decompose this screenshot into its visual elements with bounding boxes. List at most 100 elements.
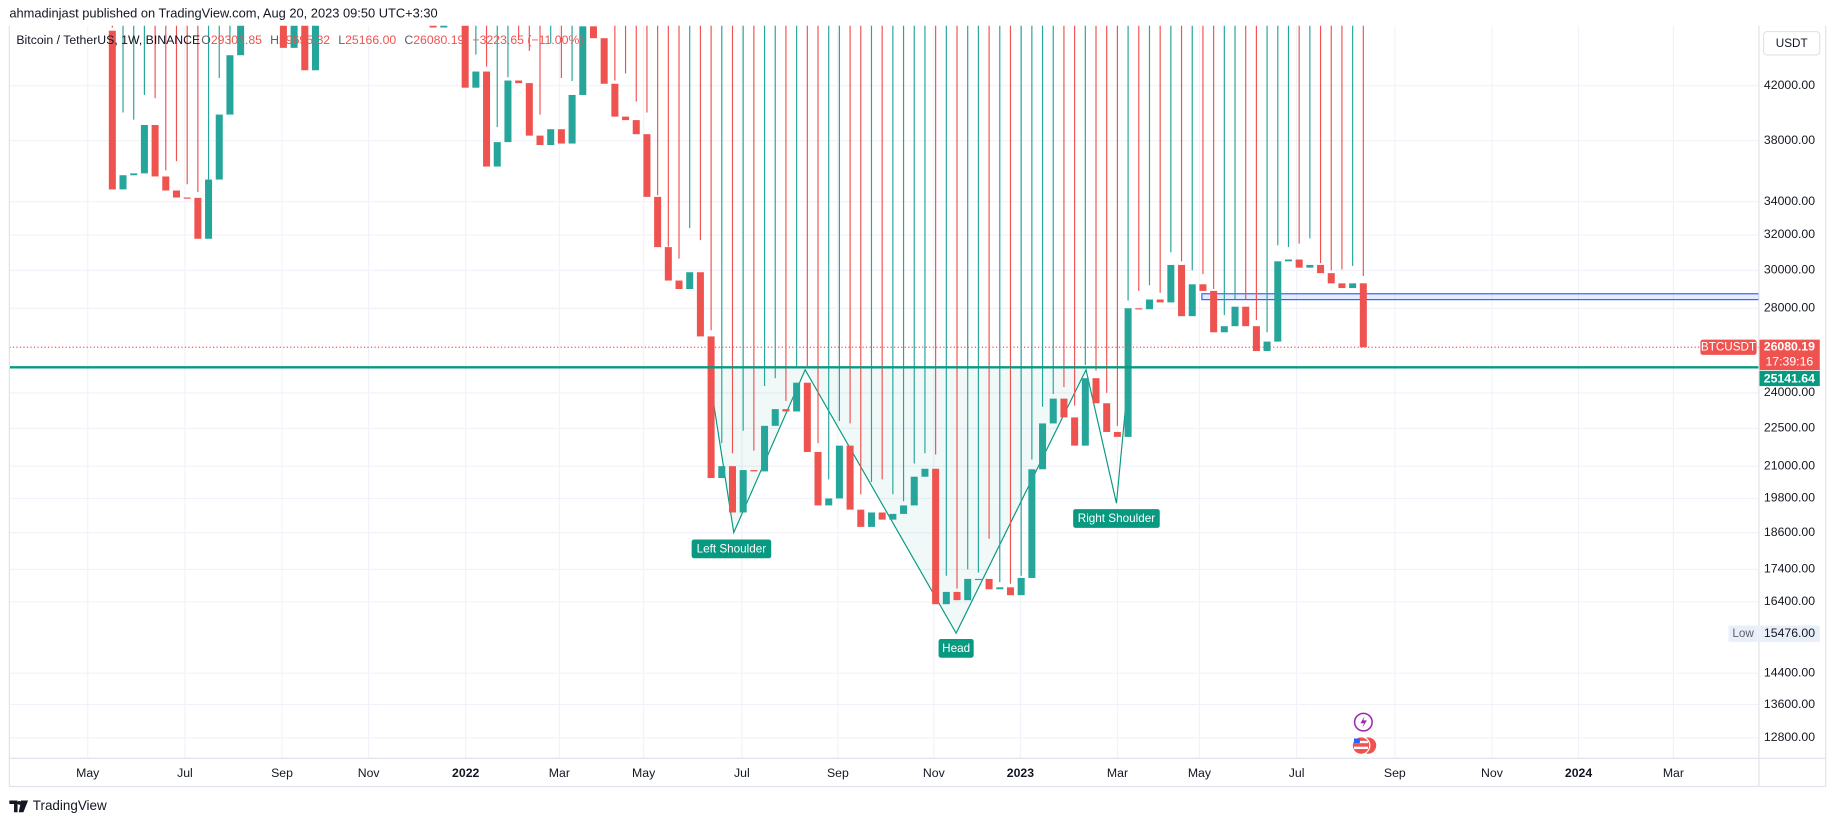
pattern-fill (708, 367, 1087, 634)
currency-button[interactable] (1763, 31, 1821, 56)
candle-body (557, 129, 565, 144)
candle-body (440, 25, 448, 28)
candle-body (910, 476, 918, 506)
candle-body (1006, 587, 1014, 596)
candle-body (1359, 283, 1367, 348)
overlay: 42000.00 38000.00 34000.00 32000.00 30000.00… (9, 78, 1820, 780)
candle-body (568, 94, 576, 144)
candle-body (237, 25, 245, 56)
legend-value: 26080.19 (413, 33, 464, 47)
candle-body (1092, 378, 1100, 404)
candles (108, 25, 1367, 605)
candle-body (1210, 290, 1218, 333)
y-tick-label: 22500.00 (1764, 421, 1815, 435)
candle-body (547, 129, 555, 146)
last-price-label: 26080.19 (1764, 339, 1815, 353)
symbol-label: BTCUSDT (1701, 340, 1756, 353)
y-tick-label: 42000.00 (1764, 78, 1815, 92)
candle-body (782, 409, 790, 412)
candle-body (814, 451, 822, 506)
candle-body (1103, 403, 1111, 432)
candle-body (1135, 308, 1143, 310)
y-tick-label: 30000.00 (1764, 263, 1815, 277)
candle-body (654, 196, 662, 248)
candle-body (1349, 283, 1357, 289)
candle-body (921, 468, 929, 477)
x-tick-label: Nov (358, 766, 381, 780)
candle-body (483, 71, 491, 167)
candle-body (664, 247, 672, 281)
candle-body (472, 71, 480, 88)
symbol-box (1700, 339, 1757, 355)
legend-value: 29301.85 (211, 33, 262, 47)
candle-body (1252, 326, 1260, 352)
x-tick-label: Mar (1663, 766, 1684, 780)
low-value-box (1760, 625, 1820, 642)
candle-body (750, 470, 758, 472)
candle-body (600, 38, 608, 84)
candle-body (622, 116, 630, 121)
candle-body (996, 587, 1004, 590)
candle-body (1220, 326, 1228, 333)
candle-body (151, 124, 159, 177)
y-tick-label: 19800.00 (1764, 491, 1815, 505)
candle-body (108, 30, 116, 190)
candle-body (793, 382, 801, 412)
candle-body (429, 25, 437, 28)
logo-mark (9, 800, 29, 813)
publisher: ahmadinjast published on TradingView.com… (9, 5, 437, 20)
blue-zone (1201, 293, 1760, 301)
flag-stripe (1354, 746, 1369, 750)
candle-body (953, 591, 961, 601)
candle-body (311, 25, 319, 71)
y-tick-label: 28000.00 (1764, 301, 1815, 315)
currency-label[interactable]: USDT (1776, 37, 1808, 50)
legend-value: 25166.00 (345, 33, 396, 47)
candle-body (493, 142, 501, 167)
candle-body (301, 25, 309, 71)
candle-body (205, 179, 213, 239)
legend-key: O (201, 33, 211, 47)
x-tick-label: May (632, 766, 656, 780)
candle-body (1284, 259, 1292, 262)
candle-body (675, 280, 683, 289)
candle-body (974, 578, 982, 581)
brand: TradingView (33, 798, 107, 813)
low-value: 15476.00 (1764, 626, 1815, 640)
legend-change: −3223.65 (−11.00%) (472, 33, 583, 47)
ohlc-legend: O29301.85 H29695.32 L25166.00 C26080.19 … (201, 33, 583, 47)
flag-stripe (1354, 740, 1369, 744)
candle-body (942, 591, 950, 605)
legend-value: 29695.32 (279, 33, 330, 47)
candle-body (825, 498, 833, 506)
x-tick-label: Mar (549, 766, 570, 780)
candle-body (1167, 264, 1175, 303)
countdown: 17:39:16 (1765, 355, 1813, 369)
last-price-box (1758, 339, 1820, 371)
y-tick-label: 21000.00 (1764, 458, 1815, 472)
candle-body (857, 509, 865, 527)
y-tick-label: 17400.00 (1764, 562, 1815, 576)
candle-body (611, 83, 619, 117)
candle-body (1338, 283, 1346, 289)
pattern-label: Head (942, 642, 970, 655)
candle-body (889, 513, 897, 520)
x-tick-label: Sep (827, 766, 849, 780)
x-tick-label: May (76, 766, 100, 780)
candle-body (1028, 469, 1036, 578)
candle-body (162, 176, 170, 191)
candle-body (1039, 423, 1047, 470)
low-name-box (1728, 625, 1758, 642)
candle-body (1242, 306, 1250, 327)
candle-body (1199, 284, 1207, 291)
candle-body (1156, 299, 1164, 303)
frame (8, 25, 1827, 788)
pattern-label: Right Shoulder (1078, 512, 1155, 525)
candle-body (1017, 577, 1025, 596)
pattern-labels: Left Shoulder Head Right Shoulder (691, 509, 1160, 658)
candle-body (515, 80, 523, 84)
x-tick-label: Jul (734, 766, 750, 780)
candle-body (1124, 308, 1132, 437)
